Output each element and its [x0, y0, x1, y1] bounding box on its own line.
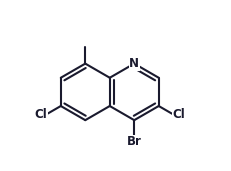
Text: N: N [129, 57, 139, 70]
Text: Cl: Cl [34, 108, 47, 121]
Text: Cl: Cl [172, 108, 184, 121]
Text: Br: Br [126, 135, 141, 148]
